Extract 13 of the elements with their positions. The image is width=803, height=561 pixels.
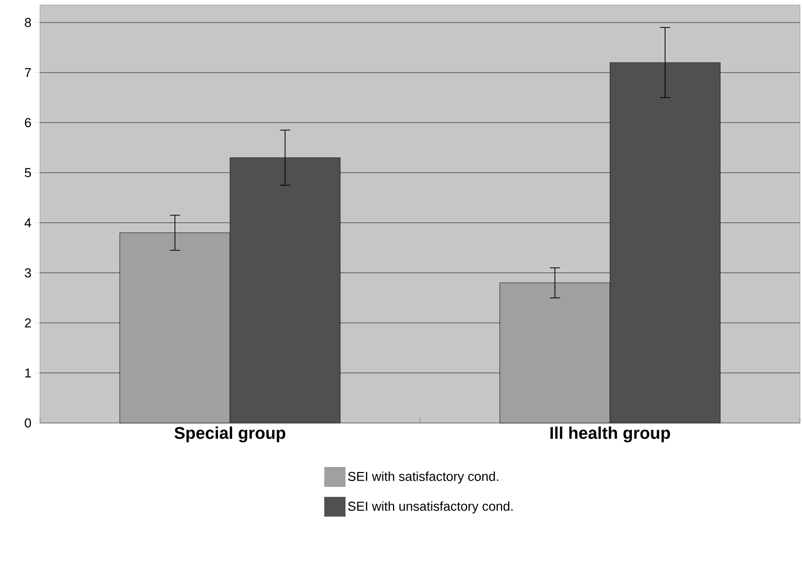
y-tick-label: 2 [24,318,31,328]
x-tick-label: Special group [174,426,286,442]
y-tick-label: 3 [24,268,31,278]
y-tick-label: 0 [24,418,31,428]
y-tick-label: 8 [24,18,31,28]
y-tick-label: 1 [25,368,31,378]
y-tick-label: 7 [24,68,31,78]
x-tick-label: Ill health group [550,426,670,442]
legend-label: SEI with unsatisfactory cond. [348,501,513,514]
y-tick-label: 5 [24,168,31,178]
y-tick-label: 6 [24,118,31,128]
y-tick-label: 4 [24,218,32,228]
legend-label: SEI with satisfactory cond. [348,471,498,484]
